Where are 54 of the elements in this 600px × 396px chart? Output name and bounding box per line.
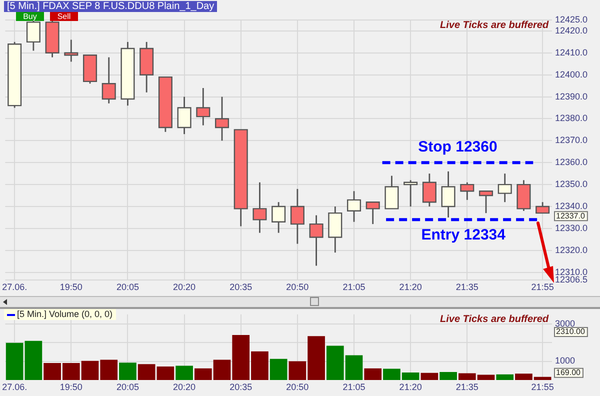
x-tick-label: 21:35 <box>456 282 478 292</box>
ref-line-label: Stop 12360 <box>418 138 498 156</box>
x-tick-label: 20:20 <box>173 282 196 292</box>
x-tick-label: 20:05 <box>116 282 139 292</box>
buy-button: Buy <box>16 12 44 21</box>
y-tick-label: 12350.0 <box>555 179 588 190</box>
y-tick-label: 12340.0 <box>555 200 588 211</box>
y-tick-label: 12380.0 <box>555 113 588 124</box>
y-tick-label: 12410.0 <box>555 47 588 58</box>
text: [5 Min.] Volume (0, 0, 0) <box>4 309 116 320</box>
annotation: Live Ticks are buffered <box>440 314 549 325</box>
bar <box>440 372 457 380</box>
x-tick-label: 20:50 <box>286 282 309 292</box>
x-tick-label: 19:50 <box>60 382 82 392</box>
y-tick-label: 12370.0 <box>555 135 588 146</box>
x-tick-label: 21:55 <box>531 382 554 392</box>
x-tick-label: 21:05 <box>342 282 366 292</box>
ref-line-label: Entry 12334 <box>421 226 506 244</box>
x-tick-label: 27.06. <box>2 382 28 392</box>
x-tick-label: 21:35 <box>456 382 478 392</box>
y-tick-label: 3000 <box>555 318 576 328</box>
sell-button: Sell <box>50 12 78 21</box>
bar <box>176 366 193 380</box>
x-tick-label: 20:50 <box>286 382 309 392</box>
y-tick-label: 12360.0 <box>555 157 588 168</box>
y-tick-label: 12306.5 <box>555 274 588 284</box>
bar <box>270 358 288 380</box>
x-tick-label: 20:35 <box>230 382 252 392</box>
x-tick-label: 20:05 <box>116 382 139 392</box>
x-tick-label: 19:50 <box>60 282 82 292</box>
y-tick-label: 12310.0 <box>555 266 588 277</box>
bar <box>420 372 438 380</box>
x-tick-label: 21:05 <box>342 382 366 392</box>
x-tick-label: 20:20 <box>173 382 196 392</box>
x-tick-label: 21:55 <box>531 282 554 292</box>
chart-title: [5 Min.] FDAX SEP 8 F.US.DDU8 Plain_1_Day <box>4 1 218 12</box>
y-tick-label: 1000 <box>555 356 576 366</box>
y-tick-label: 12320.0 <box>555 244 588 255</box>
y-tick-label: 12425.0 <box>555 14 588 24</box>
text: 12337.0 <box>556 211 586 220</box>
y-tick-label: 12330.0 <box>555 222 588 233</box>
bar <box>496 374 514 380</box>
bar <box>119 362 136 380</box>
y-tick-label: 12400.0 <box>555 69 588 80</box>
x-tick-label: 21:20 <box>399 382 422 392</box>
y-tick-label: 12420.0 <box>555 25 588 36</box>
bar <box>364 368 382 380</box>
y-tick-label: 12390.0 <box>555 91 588 102</box>
x-tick-label: 21:20 <box>399 282 422 292</box>
text: 169.00 <box>556 368 582 378</box>
x-tick-label: 20:35 <box>230 282 252 292</box>
x-tick-label: 27.06. <box>2 282 28 292</box>
text: 2310.00 <box>556 327 586 336</box>
annotation: Live Ticks are buffered <box>440 20 549 31</box>
